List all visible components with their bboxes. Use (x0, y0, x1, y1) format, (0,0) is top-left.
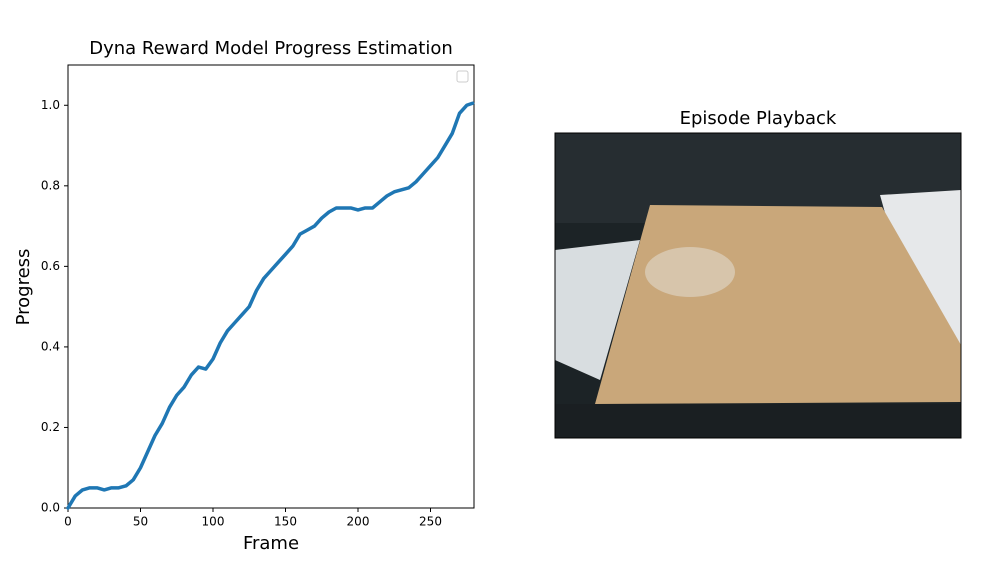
y-tick-label: 0.2 (41, 420, 60, 434)
y-tick-label: 0.6 (41, 259, 60, 273)
y-tick-label: 0.4 (41, 339, 60, 353)
x-tick-label: 150 (274, 515, 297, 529)
x-tick-label: 50 (133, 515, 148, 529)
x-tick-label: 0 (64, 515, 72, 529)
progress-line (66, 101, 475, 510)
y-tick-label: 0.8 (41, 178, 60, 192)
x-tick-label: 200 (347, 515, 370, 529)
episode-image (554, 132, 962, 439)
x-tick-label: 250 (419, 515, 442, 529)
chart-title: Dyna Reward Model Progress Estimation (89, 38, 453, 59)
y-tick-label: 0.0 (41, 501, 60, 515)
y-tick-label: 1.0 (41, 98, 60, 112)
y-axis-label: Progress (13, 249, 34, 326)
x-axis-label: Frame (243, 533, 299, 554)
plot-frame (67, 64, 475, 509)
image-title: Episode Playback (680, 108, 837, 129)
legend-box (456, 70, 469, 83)
x-tick-label: 100 (202, 515, 225, 529)
